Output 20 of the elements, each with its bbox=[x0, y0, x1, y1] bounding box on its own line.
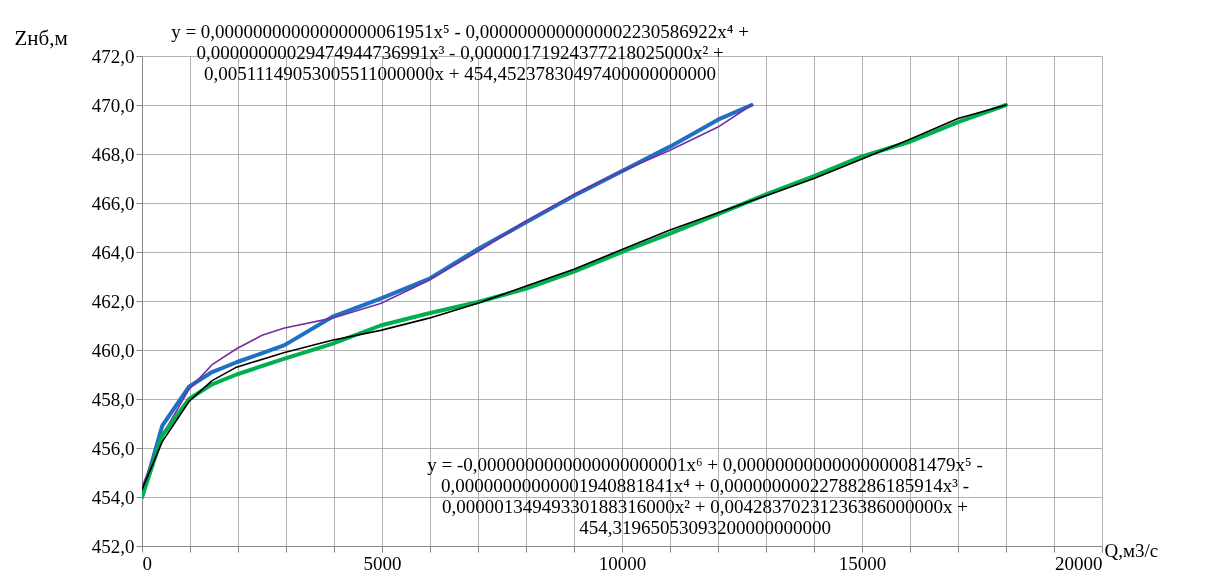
y-tick-label: 458,0 bbox=[91, 388, 135, 410]
y-tick-label: 472,0 bbox=[91, 45, 135, 67]
x-tick-label: 5000 bbox=[363, 552, 402, 574]
x-tick-label: 10000 bbox=[598, 552, 647, 574]
y-tick-label: 462,0 bbox=[91, 290, 135, 312]
y-tick-label: 470,0 bbox=[91, 94, 135, 116]
y-tick-label: 452,0 bbox=[91, 535, 135, 557]
annotation: y = -0,0000000000000000000001x⁶ + 0,00000000000000000081479x⁵ - 0,00000000000001940881841x⁴ + 0,00000000022788286185914x³ - 0,00000134949330188316000x² + 0,00428370231236386000000x + 454,31965053093200000000000 bbox=[427, 454, 983, 538]
x-tick-label: 0 bbox=[142, 552, 152, 574]
annotation: y = 0,00000000000000000061951x⁵ - 0,0000000000000002230586922x⁴ + 0,00000000029474944736991x³ - 0,00000171924377218025000x² + 0,00511149053005511000000x + 454,45237830497400000000000 bbox=[171, 21, 749, 84]
y-tick-label: 454,0 bbox=[91, 486, 135, 508]
y-tick-label: 466,0 bbox=[91, 192, 135, 214]
y-tick-label: 456,0 bbox=[91, 437, 135, 459]
y-axis-title: Zнб,м bbox=[14, 25, 68, 50]
y-tick-label: 460,0 bbox=[91, 339, 135, 361]
x-axis-title: Q,м3/с bbox=[1104, 539, 1159, 561]
y-tick-label: 468,0 bbox=[91, 143, 135, 165]
x-tick-label: 20000 bbox=[1055, 552, 1103, 574]
x-tick-label: 15000 bbox=[838, 552, 887, 574]
y-tick-label: 464,0 bbox=[91, 241, 135, 263]
